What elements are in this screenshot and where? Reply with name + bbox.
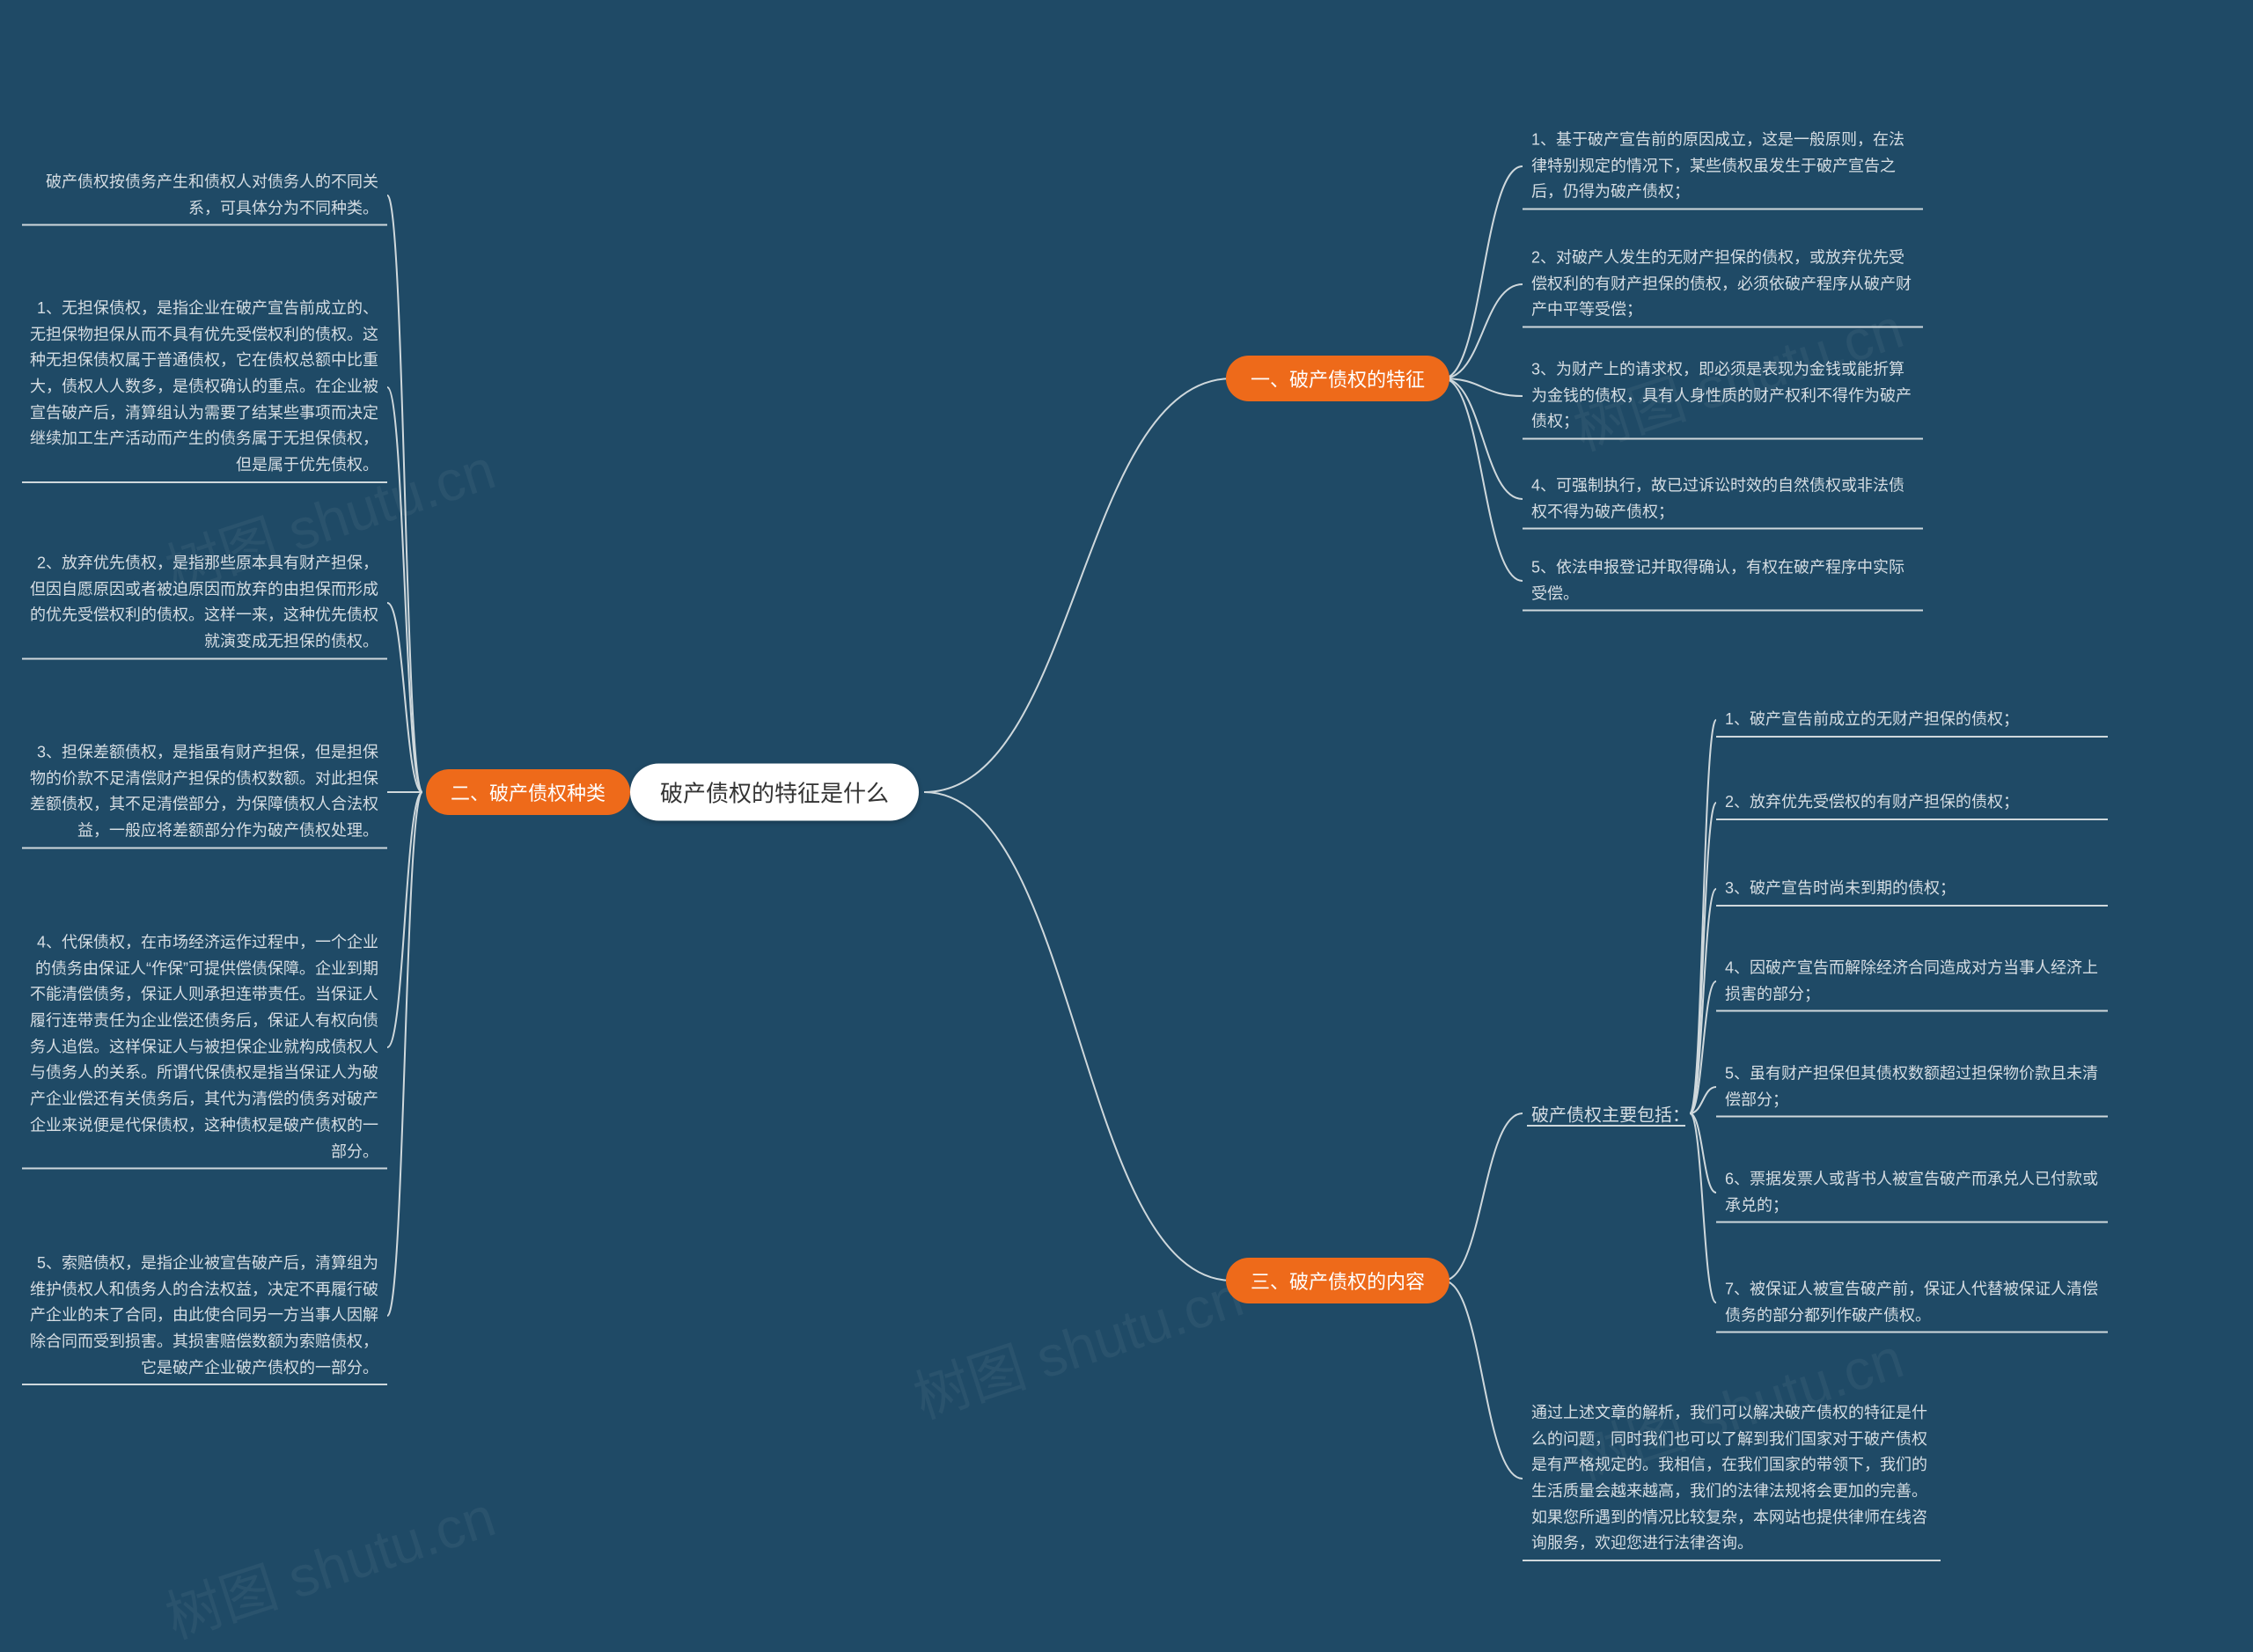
leaf-node: 7、被保证人被宣告破产前，保证人代替被保证人清偿债务的部分都列作破产债权。 [1725,1276,2103,1328]
root-node: 破产债权的特征是什么 [630,764,919,821]
leaf-node: 4、因破产宣告而解除经济合同造成对方当事人经济上损害的部分； [1725,955,2103,1007]
branch-node: 二、破产债权种类 [426,769,630,815]
leaf-node: 1、破产宣告前成立的无财产担保的债权； [1725,707,2103,733]
leaf-node: 3、担保差额债权，是指虽有财产担保，但是担保物的价款不足清偿财产担保的债权数额。… [26,740,378,845]
leaf-node: 通过上述文章的解析，我们可以解决破产债权的特征是什么的问题，同时我们也可以了解到… [1531,1400,1936,1557]
leaf-node: 4、可强制执行，故已过诉讼时效的自然债权或非法债权不得为破产债权； [1531,473,1919,525]
leaf-node: 6、票据发票人或背书人被宣告破产而承兑人已付款或承兑的； [1725,1166,2103,1218]
leaf-node: 2、放弃优先债权，是指那些原本具有财产担保，但因自愿原因或者被迫原因而放弃的由担… [26,551,378,656]
leaf-node: 1、基于破产宣告前的原因成立，这是一般原则，在法律特别规定的情况下，某些债权虽发… [1531,127,1919,205]
leaf-node: 3、为财产上的请求权，即必须是表现为金钱或能折算为金钱的债权，具有人身性质的财产… [1531,356,1919,435]
leaf-node: 2、对破产人发生的无财产担保的债权，或放弃优先受偿权利的有财产担保的债权，必须依… [1531,245,1919,323]
leaf-node: 5、索赔债权，是指企业被宣告破产后，清算组为维护债权人和债务人的合法权益，决定不… [26,1251,378,1381]
leaf-node: 1、无担保债权，是指企业在破产宣告前成立的、无担保物担保从而不具有优先受偿权利的… [26,296,378,479]
watermark: 树图 shutu.cn [154,1472,503,1652]
branch-node: 一、破产债权的特征 [1226,356,1449,401]
leaf-node: 5、虽有财产担保但其债权数额超过担保物价款且未清偿部分； [1725,1061,2103,1112]
leaf-node: 2、放弃优先受偿权的有财产担保的债权； [1725,789,2103,816]
mid-node: 破产债权主要包括： [1531,1101,1690,1127]
leaf-node: 4、代保债权，在市场经济运作过程中，一个企业的债务由保证人“作保”可提供偿债保障… [26,929,378,1164]
leaf-node: 破产债权按债务产生和债权人对债务人的不同关系，可具体分为不同种类。 [26,169,378,221]
branch-node: 三、破产债权的内容 [1226,1258,1449,1303]
watermark: 树图 shutu.cn [902,1252,1251,1434]
leaf-node: 5、依法申报登记并取得确认，有权在破产程序中实际受偿。 [1531,554,1919,606]
leaf-node: 3、破产宣告时尚未到期的债权； [1725,876,2103,902]
